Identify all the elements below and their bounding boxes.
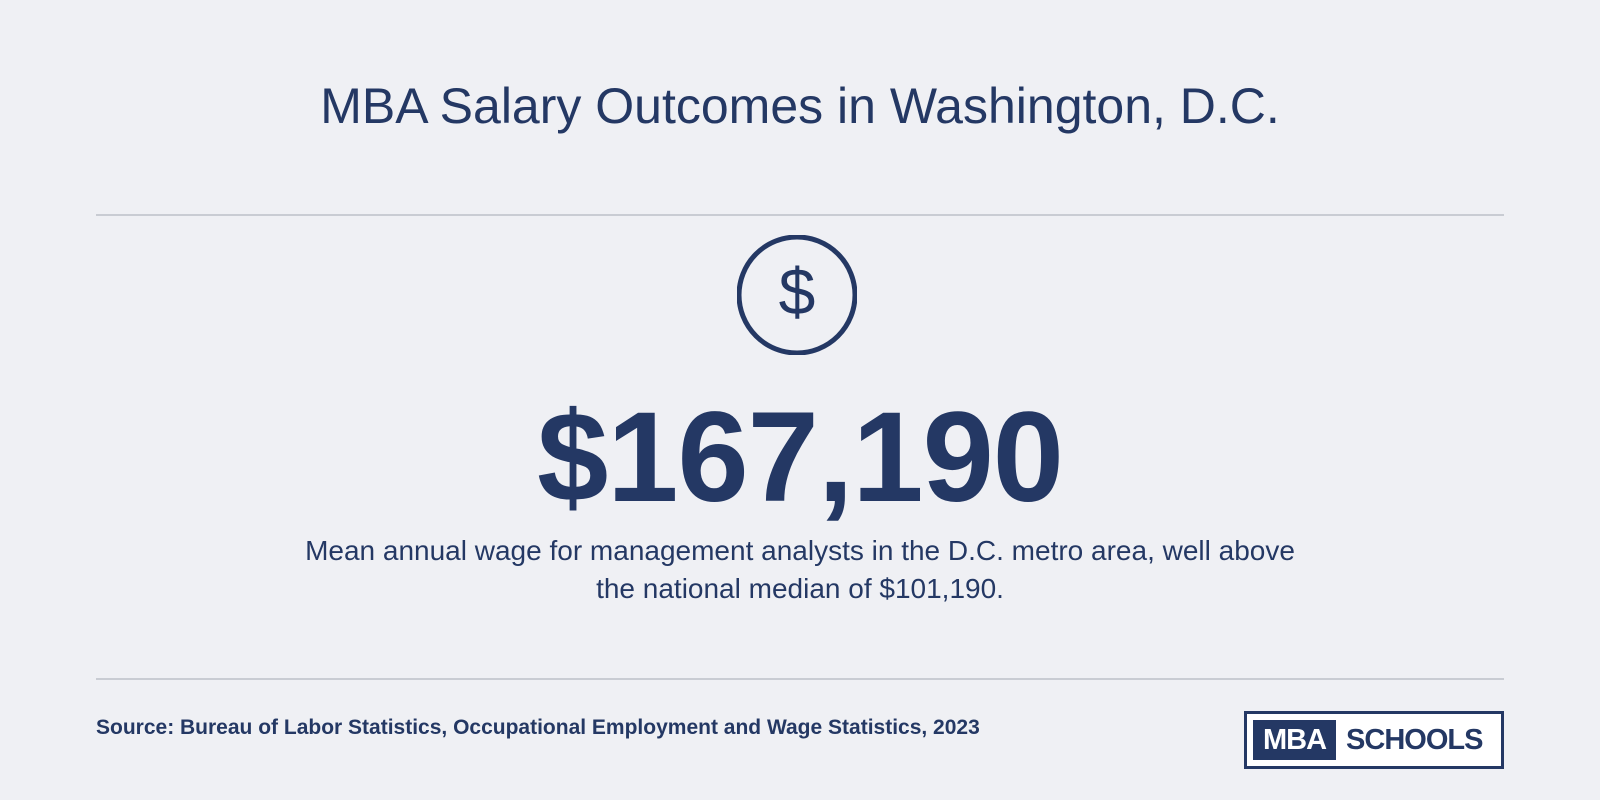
salary-value: $167,190 <box>537 386 1064 529</box>
page-title: MBA Salary Outcomes in Washington, D.C. <box>320 78 1280 134</box>
mba-schools-logo: MBA SCHOOLS <box>1244 711 1504 769</box>
salary-description: Mean annual wage for management analysts… <box>305 535 1295 604</box>
dollar-glyph: $ <box>779 254 816 328</box>
logo-schools-text: SCHOOLS <box>1346 724 1483 756</box>
bottom-divider <box>96 678 1504 680</box>
dollar-circle-icon: $ <box>737 235 857 355</box>
source-citation: Source: Bureau of Labor Statistics, Occu… <box>96 716 980 739</box>
top-divider <box>96 214 1504 216</box>
logo-mba-text: MBA <box>1253 720 1337 760</box>
